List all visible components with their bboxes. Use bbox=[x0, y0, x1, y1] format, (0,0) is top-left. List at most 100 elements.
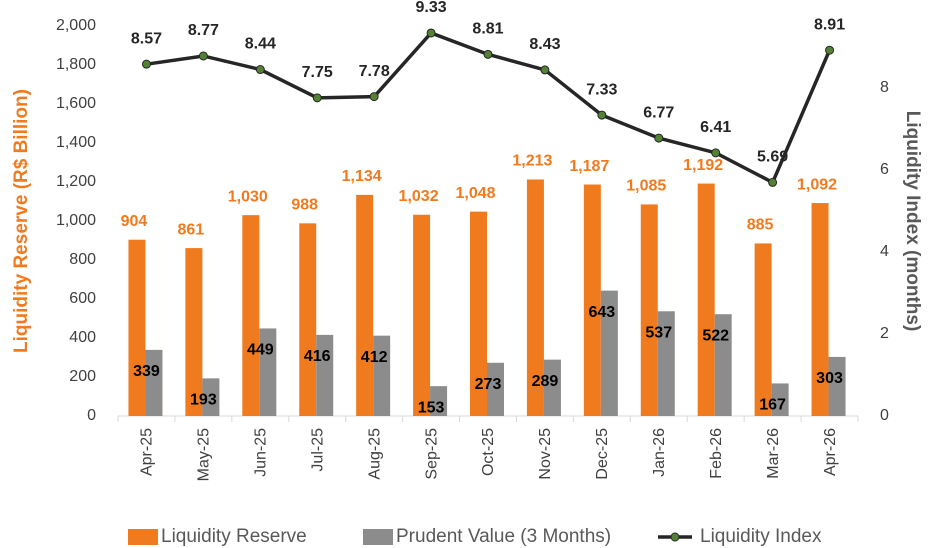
bar-label: 1,085 bbox=[626, 178, 666, 195]
line-marker bbox=[711, 148, 721, 158]
line-label: 6.77 bbox=[643, 104, 674, 121]
bar bbox=[242, 215, 260, 416]
line-marker bbox=[654, 133, 664, 143]
bar bbox=[145, 349, 163, 416]
bar bbox=[470, 211, 487, 416]
legend-label: Liquidity Reserve bbox=[161, 526, 307, 547]
line-label: 8.77 bbox=[188, 22, 219, 39]
bar bbox=[526, 179, 544, 416]
line-label: 8.91 bbox=[814, 16, 845, 33]
bar bbox=[128, 239, 146, 416]
x-tick-label: Apr-25 bbox=[139, 428, 156, 476]
bar-label: 289 bbox=[532, 373, 559, 390]
bar-label: 167 bbox=[759, 397, 786, 414]
bar-label: 861 bbox=[178, 221, 205, 238]
line-marker bbox=[768, 177, 778, 187]
line-marker bbox=[369, 92, 379, 102]
line-label: 8.57 bbox=[131, 30, 162, 47]
line-marker bbox=[141, 59, 151, 69]
line-marker bbox=[255, 65, 265, 75]
legend-swatch bbox=[128, 529, 158, 545]
bar-label: 303 bbox=[816, 370, 843, 387]
line-marker bbox=[312, 93, 322, 103]
bar bbox=[356, 194, 374, 416]
bar-label: 1,030 bbox=[228, 188, 268, 205]
line-label: 6.41 bbox=[700, 119, 731, 136]
line-label: 7.33 bbox=[586, 81, 617, 98]
bar-label: 412 bbox=[361, 349, 388, 366]
line-label: 5.69 bbox=[757, 149, 788, 166]
bar-label: 904 bbox=[121, 213, 148, 230]
y-axis-title: Liquidity Reserve (R$ Billion) bbox=[11, 89, 32, 353]
y-tick-label: 1,400 bbox=[56, 134, 96, 151]
bar bbox=[600, 290, 618, 416]
bar bbox=[543, 359, 561, 416]
bar bbox=[299, 223, 317, 416]
bar-label: 1,032 bbox=[399, 188, 439, 205]
bar bbox=[714, 314, 732, 416]
bar-label: 1,048 bbox=[455, 185, 495, 202]
line-label: 7.75 bbox=[302, 64, 333, 81]
line-marker bbox=[597, 110, 607, 120]
line-marker bbox=[540, 65, 550, 75]
y-tick-label: 1,800 bbox=[56, 56, 96, 73]
bar-label: 1,134 bbox=[342, 168, 382, 185]
bar bbox=[828, 356, 846, 416]
bar bbox=[259, 328, 277, 416]
bar-label: 1,092 bbox=[797, 176, 837, 193]
bar bbox=[430, 386, 448, 416]
legend-label: Prudent Value (3 Months) bbox=[396, 526, 611, 547]
bar bbox=[413, 214, 431, 416]
y-tick-label: 1,600 bbox=[56, 95, 96, 112]
y2-tick-label: 0 bbox=[880, 407, 889, 424]
bar bbox=[316, 334, 334, 416]
line-label: 8.43 bbox=[529, 36, 560, 53]
line-label: 9.33 bbox=[416, 0, 447, 16]
y-tick-label: 0 bbox=[87, 407, 96, 424]
bar-label: 643 bbox=[588, 304, 615, 321]
legend-swatch bbox=[363, 529, 393, 545]
x-tick-label: Dec-25 bbox=[594, 428, 611, 480]
bar-label: 537 bbox=[645, 325, 672, 342]
y-tick-label: 2,000 bbox=[56, 17, 96, 34]
y-tick-label: 400 bbox=[69, 329, 96, 346]
y2-tick-label: 8 bbox=[880, 79, 889, 96]
bar-label: 522 bbox=[702, 327, 729, 344]
x-tick-label: Jun-25 bbox=[253, 428, 270, 477]
bar bbox=[583, 184, 601, 416]
y-tick-label: 1,200 bbox=[56, 173, 96, 190]
y-tick-label: 600 bbox=[69, 290, 96, 307]
line-marker bbox=[483, 49, 493, 59]
bar-label: 416 bbox=[304, 348, 331, 365]
bar bbox=[373, 335, 391, 416]
x-tick-label: Nov-25 bbox=[537, 428, 554, 480]
bar bbox=[657, 311, 675, 416]
bar-label: 449 bbox=[247, 342, 274, 359]
y2-tick-label: 4 bbox=[880, 243, 889, 260]
bar bbox=[185, 248, 203, 416]
x-tick-label: Aug-25 bbox=[366, 428, 383, 480]
bar-label: 193 bbox=[190, 392, 217, 409]
y2-tick-label: 6 bbox=[880, 161, 889, 178]
x-tick-label: Mar-26 bbox=[765, 428, 782, 479]
bar bbox=[811, 203, 829, 416]
legend-label: Liquidity Index bbox=[700, 526, 822, 547]
bar-label: 273 bbox=[475, 376, 502, 393]
line-label: 8.81 bbox=[472, 21, 503, 38]
bar-label: 339 bbox=[133, 363, 160, 380]
x-tick-label: Sep-25 bbox=[423, 428, 440, 480]
x-tick-label: Jul-25 bbox=[309, 428, 326, 472]
legend-swatch bbox=[670, 532, 680, 542]
line-label: 8.44 bbox=[245, 36, 276, 53]
bar-label: 1,192 bbox=[683, 157, 723, 174]
bar bbox=[202, 378, 220, 416]
x-tick-label: Oct-25 bbox=[480, 428, 497, 476]
y2-axis-title: Liquidity Index (months) bbox=[902, 111, 923, 332]
bar-label: 1,187 bbox=[569, 158, 609, 175]
bar bbox=[771, 383, 789, 416]
bar-label: 1,213 bbox=[512, 153, 552, 170]
line-marker bbox=[426, 28, 436, 38]
bar-label: 885 bbox=[747, 217, 774, 234]
